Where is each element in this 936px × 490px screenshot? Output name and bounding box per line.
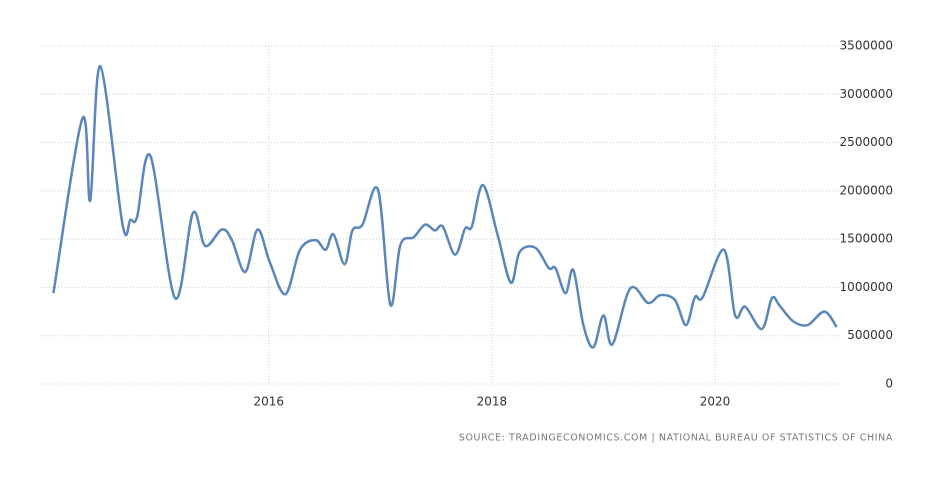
data-line — [52, 65, 838, 349]
y-tick-label: 3000000 — [840, 87, 893, 101]
x-tick-label: 2018 — [477, 395, 508, 409]
y-tick-label: 0 — [885, 377, 893, 391]
source: SOURCE: TRADINGECONOMICS.COM | NATIONAL … — [459, 433, 893, 444]
y-tick-label: 1000000 — [840, 280, 893, 294]
y-tick-label: 2000000 — [840, 183, 893, 197]
y-tick-label: 1500000 — [840, 232, 893, 246]
x-tick-label: 2016 — [253, 395, 284, 409]
y-tick-label: 500000 — [847, 328, 893, 342]
x-tick-label: 2020 — [700, 395, 731, 409]
y-tick-label: 2500000 — [840, 135, 893, 149]
y-tick-label: 3500000 — [840, 39, 893, 53]
